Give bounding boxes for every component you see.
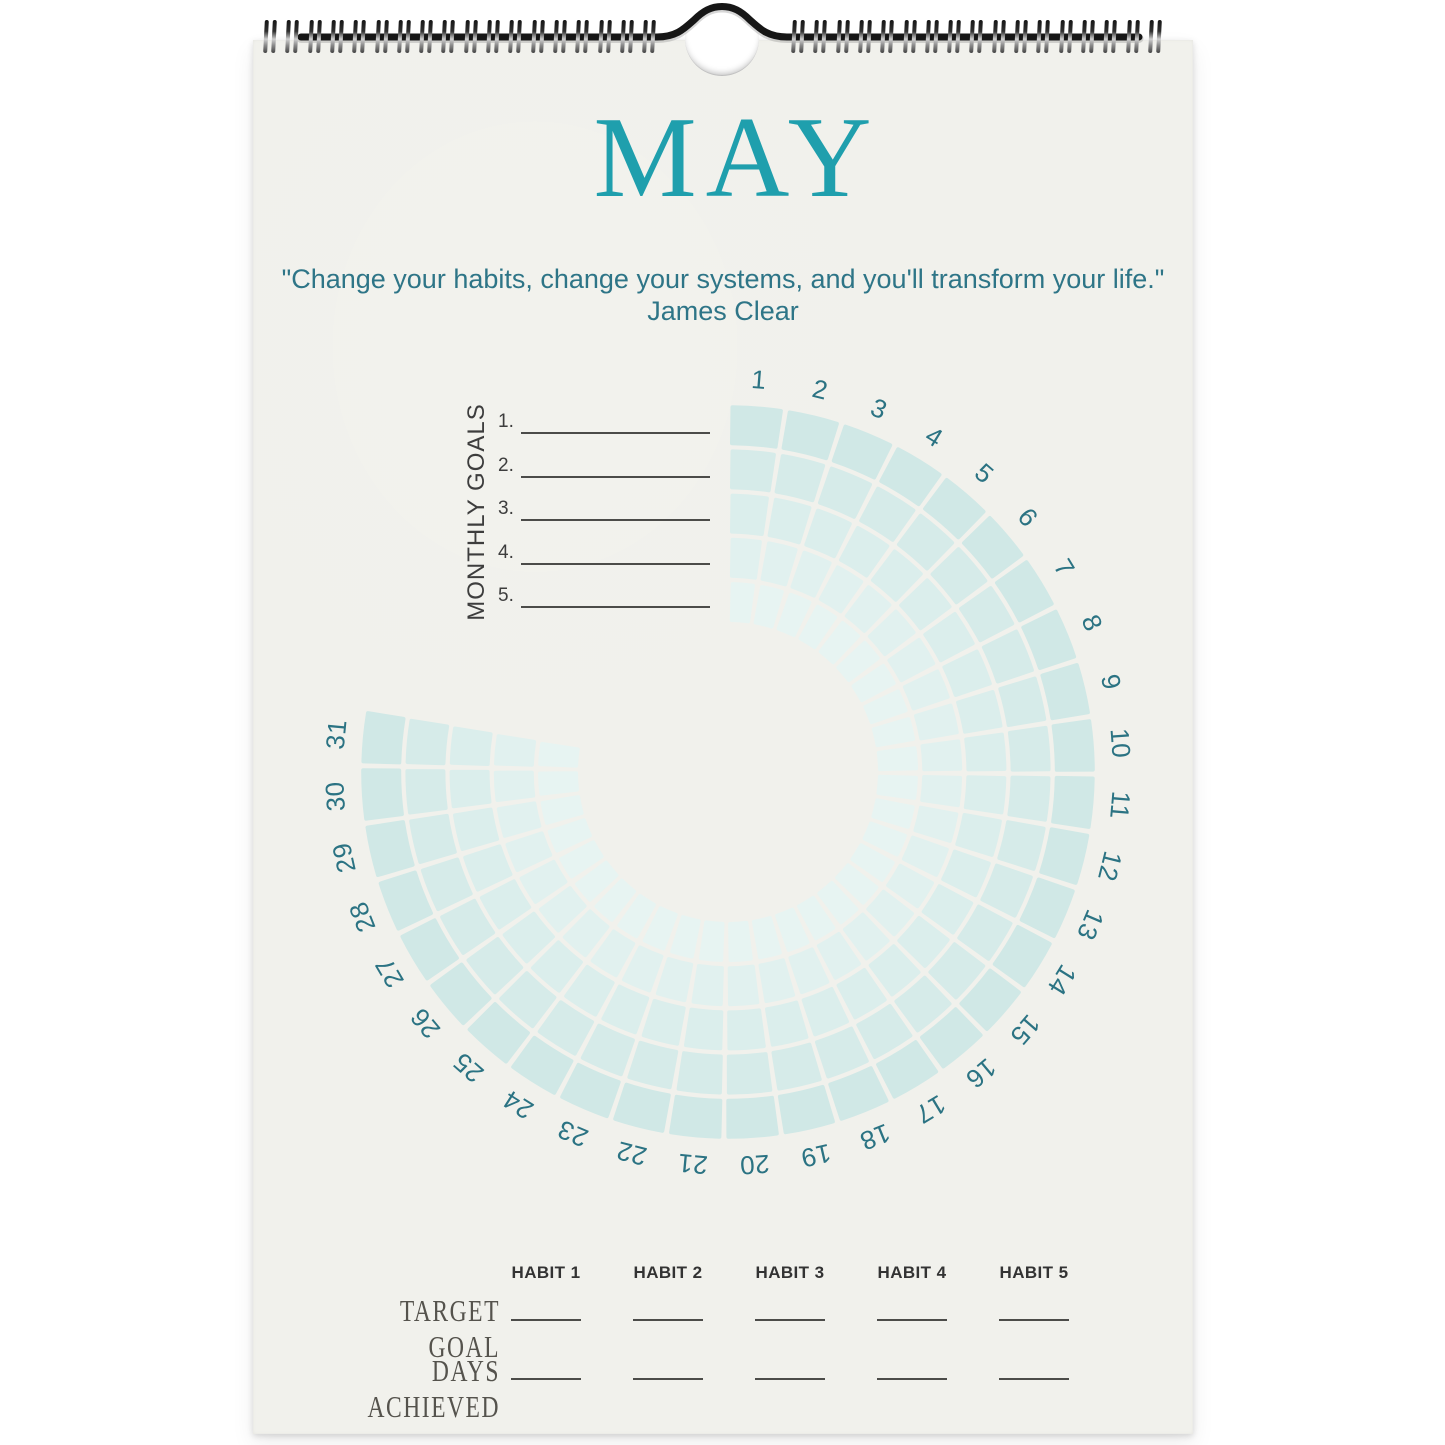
habit-column-header: HABIT 1 — [511, 1263, 581, 1282]
monthly-goals-heading: MONTHLY GOALS — [463, 403, 490, 621]
quote-text: "Change your habits, change your systems… — [281, 264, 1165, 294]
goal-blank-line — [520, 537, 710, 565]
goal-number: 4. — [498, 541, 514, 563]
table-blank-line — [755, 1319, 825, 1321]
habit-column-header: HABIT 4 — [877, 1263, 947, 1282]
table-blank-line — [999, 1378, 1069, 1380]
month-title: MAY — [593, 94, 881, 222]
goal-line-2: 2. — [498, 452, 710, 478]
table-blank-line — [511, 1319, 581, 1321]
table-blank-line — [877, 1378, 947, 1380]
table-row-label: DAYS ACHIEVED — [367, 1353, 500, 1424]
table-blank-line — [511, 1378, 581, 1380]
hanger-hole — [685, 2, 759, 76]
goal-number: 5. — [498, 585, 514, 606]
goal-blank-line — [520, 450, 710, 478]
goal-number: 3. — [498, 498, 514, 519]
table-row-label: TARGET GOAL — [399, 1293, 500, 1364]
goal-number: 1. — [498, 411, 514, 432]
quote-block: "Change your habits, change your systems… — [253, 264, 1193, 327]
habit-column-header: HABIT 2 — [633, 1263, 703, 1282]
habit-column-header: HABIT 3 — [755, 1263, 825, 1282]
goal-blank-line — [520, 580, 710, 608]
goal-line-4: 4. — [498, 539, 710, 565]
table-blank-line — [999, 1319, 1069, 1321]
goal-line-1: 1. — [498, 408, 710, 434]
table-blank-line — [633, 1319, 703, 1321]
goal-blank-line — [520, 406, 710, 434]
table-blank-line — [755, 1378, 825, 1380]
quote-author: James Clear — [647, 296, 799, 326]
habit-column-header: HABIT 5 — [999, 1263, 1069, 1282]
calendar-page — [253, 40, 1193, 1434]
goal-blank-line — [520, 493, 710, 521]
goal-number: 2. — [498, 454, 514, 476]
table-blank-line — [633, 1378, 703, 1380]
goal-line-5: 5. — [498, 582, 710, 608]
goal-line-3: 3. — [498, 495, 710, 521]
table-blank-line — [877, 1319, 947, 1321]
